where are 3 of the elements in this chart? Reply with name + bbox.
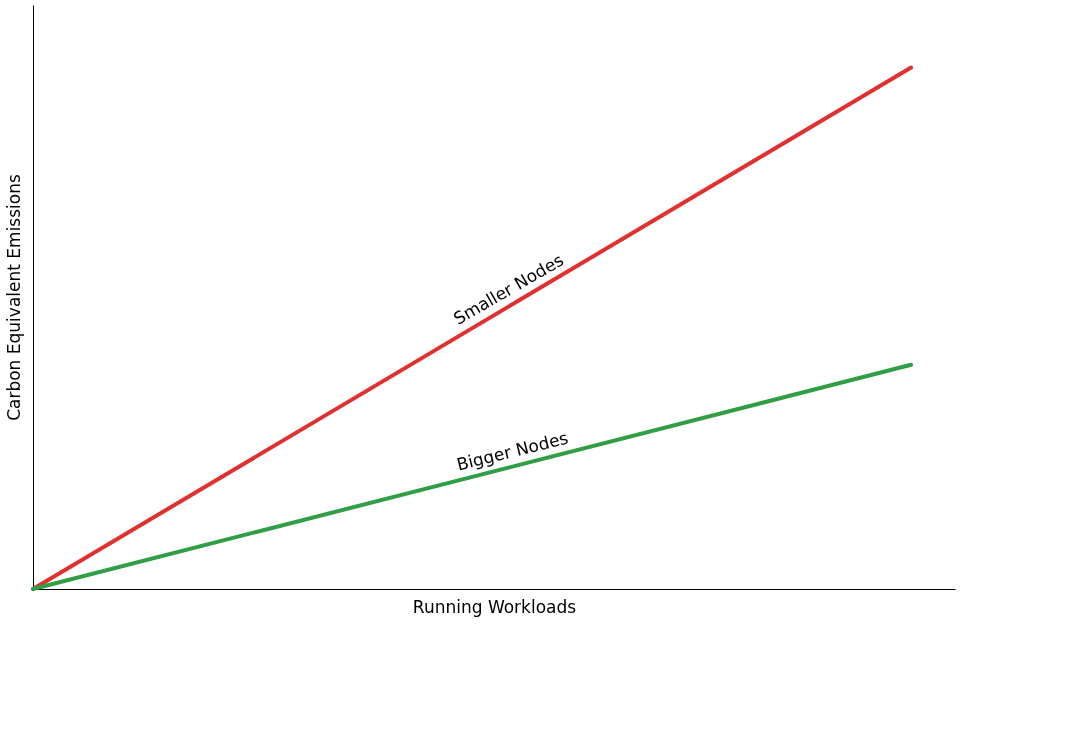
x-axis-title: Running Workloads: [412, 596, 577, 617]
y-axis-title: Carbon Equivalent Emissions: [3, 174, 24, 421]
text: Bigger Nodes: [454, 427, 571, 475]
